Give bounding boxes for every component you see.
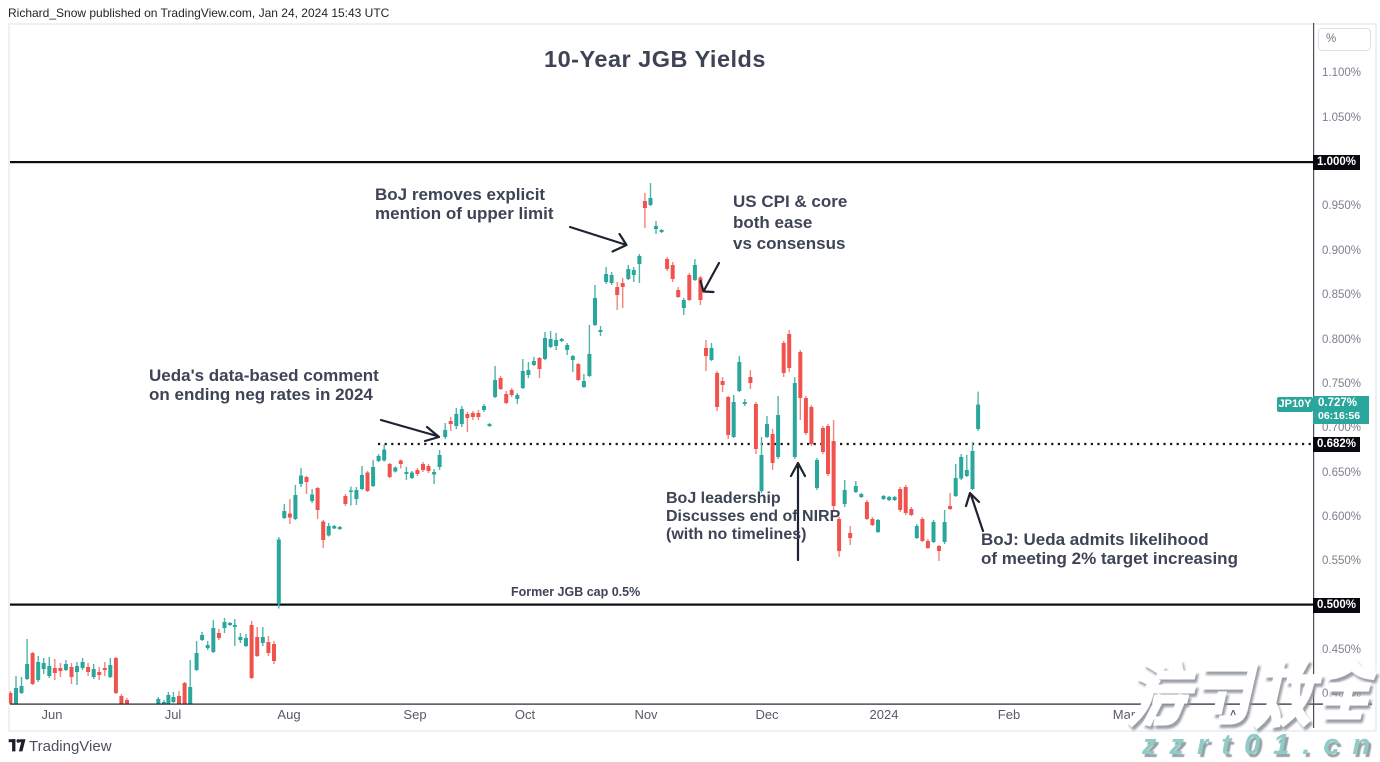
svg-text:TradingView: TradingView bbox=[29, 738, 112, 755]
